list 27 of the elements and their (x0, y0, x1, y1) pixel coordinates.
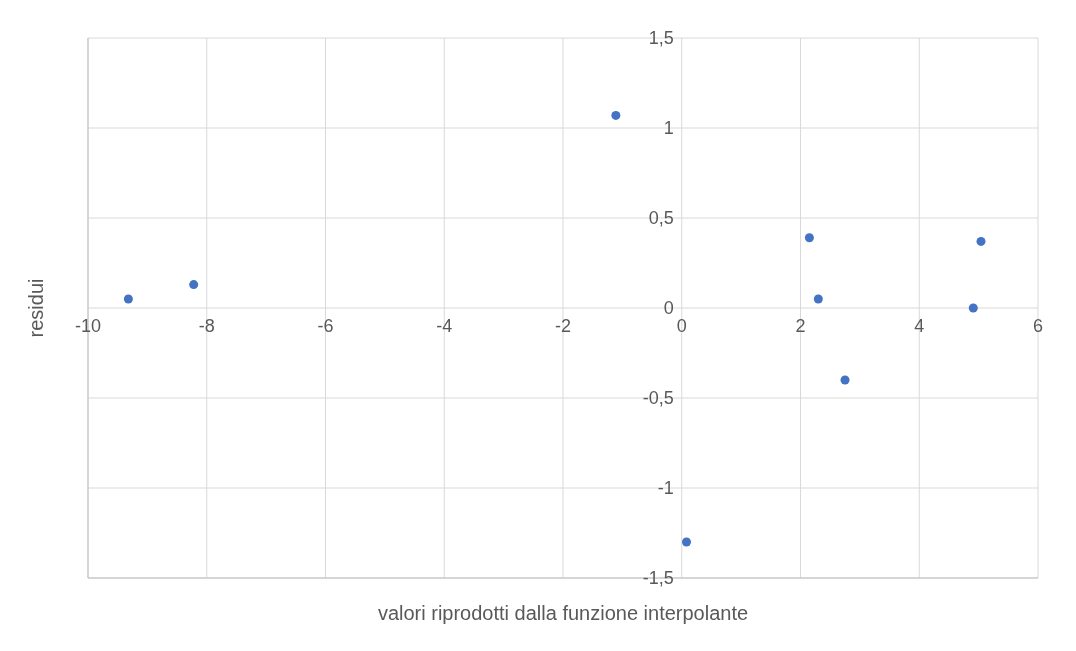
point (611, 110, 621, 120)
y-tick-label: -0,5 (642, 388, 674, 408)
x-tick-label: -10 (74, 316, 102, 336)
point (813, 294, 823, 304)
x-tick-label: 2 (795, 316, 806, 336)
y-tick-label: 0 (663, 298, 674, 318)
point (968, 303, 978, 313)
x-tick-label: 0 (676, 316, 687, 336)
y-axis-title: residui (25, 278, 47, 338)
point (976, 236, 986, 246)
x-tick-label: 4 (914, 316, 925, 336)
x-tick-label: -6 (317, 316, 334, 336)
x-tick-label: -2 (554, 316, 572, 336)
x-tick-label: -4 (436, 316, 453, 336)
x-tick-label: -8 (198, 316, 215, 336)
point (804, 233, 814, 243)
point (189, 280, 199, 290)
point (681, 537, 692, 547)
point (840, 375, 850, 385)
y-tick-label: -1,5 (642, 568, 674, 588)
y-tick-label: 1,5 (648, 28, 674, 48)
point (123, 294, 133, 304)
y-tick-label: 0,5 (648, 208, 674, 228)
x-tick-label: 6 (1032, 316, 1044, 336)
y-tick-label: -1 (657, 478, 674, 498)
x-axis-title: valori riprodotti dalla funzione interpolante (377, 602, 749, 624)
y-tick-label: 1 (663, 118, 674, 138)
